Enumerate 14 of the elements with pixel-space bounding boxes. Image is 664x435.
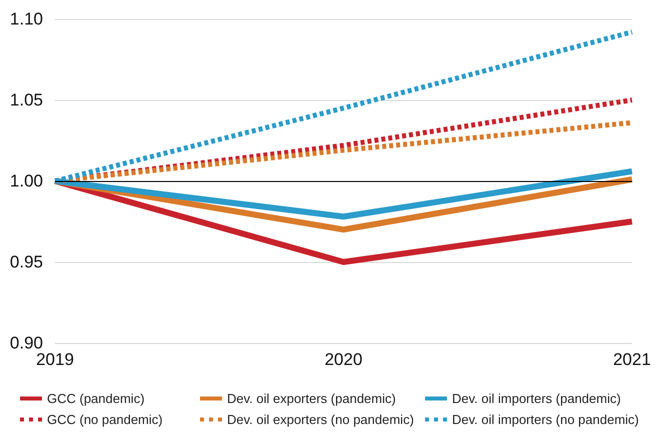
y-tick-label: 1.00 bbox=[10, 172, 43, 190]
legend-label: Dev. oil exporters (pandemic) bbox=[227, 391, 396, 406]
legend-label: Dev. oil importers (pandemic) bbox=[452, 391, 621, 406]
y-tick-label: 1.05 bbox=[10, 90, 43, 110]
legend-label: GCC (no pandemic) bbox=[47, 412, 163, 427]
x-tick-label: 2019 bbox=[36, 350, 74, 369]
legend-label: Dev. oil importers (no pandemic) bbox=[452, 412, 639, 427]
legend-label: GCC (pandemic) bbox=[47, 391, 145, 406]
x-tick-label: 2020 bbox=[324, 350, 362, 369]
legend-label: Dev. oil exporters (no pandemic) bbox=[227, 412, 414, 427]
x-tick-label: 2021 bbox=[613, 350, 651, 369]
y-tick-label: 0.90 bbox=[10, 334, 43, 352]
y-tick-label: 0.95 bbox=[10, 252, 43, 272]
y-tick-label: 1.10 bbox=[10, 10, 43, 28]
